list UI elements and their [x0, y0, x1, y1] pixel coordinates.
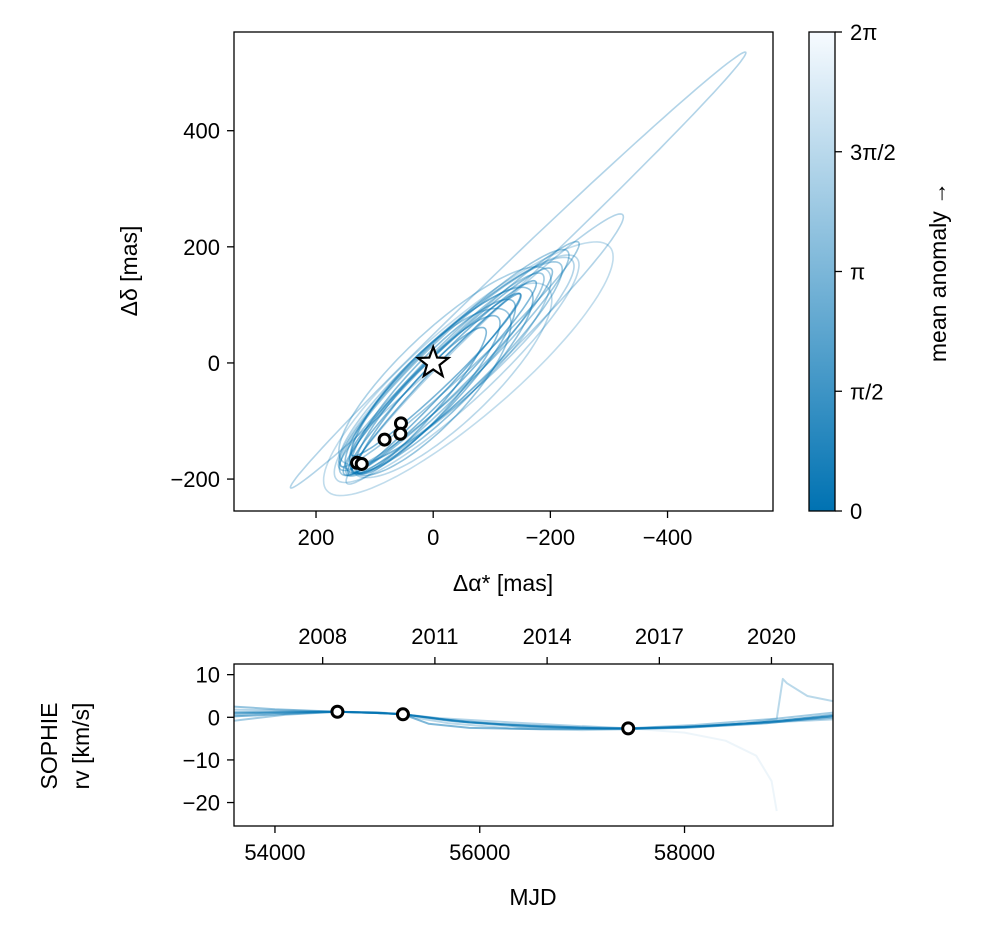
orbit-track-16	[355, 326, 488, 475]
rv-y-tick-label: 10	[196, 663, 220, 688]
colorbar-tick-label: π/2	[850, 379, 884, 404]
astrometry-x-label: Δα* [mas]	[453, 570, 553, 596]
rv-year-ticks: 2008 2011 2014 2017 2020	[298, 624, 796, 664]
orbit-track-7	[337, 248, 570, 472]
orbit-track-17	[349, 282, 553, 479]
astrometry-frame	[233, 31, 774, 512]
year-tick-label: 2014	[523, 624, 572, 649]
rv-y-ticks: −20 −10 0 10	[183, 663, 234, 816]
y-tick-label: 400	[183, 119, 220, 144]
rv-x-tick-label: 58000	[654, 840, 715, 865]
colorbar-ticks: 0 π/2 π 3π/2 2π	[835, 20, 896, 524]
rv-x-label: MJD	[509, 884, 556, 910]
orbit-track-8	[350, 298, 517, 474]
rv-point-1	[395, 707, 410, 722]
rv-x-tick-label: 56000	[449, 840, 510, 865]
rv-x-ticks: 54000 56000 58000	[244, 826, 715, 865]
astrometry-point-2	[377, 432, 392, 447]
colorbar-gradient	[809, 32, 835, 511]
orbit-tracks	[289, 51, 747, 497]
colorbar-tick-label: 2π	[850, 20, 877, 45]
colorbar-label: mean anomaly →	[925, 182, 951, 362]
rv-y-label-line1: SOPHIE	[36, 703, 62, 790]
year-tick-label: 2020	[747, 624, 796, 649]
rv-point-2	[621, 721, 636, 736]
host-star-marker	[414, 343, 452, 379]
astrometry-y-label: Δδ [mas]	[116, 226, 142, 317]
y-tick-label: 200	[183, 235, 220, 260]
colorbar-tick-label: 3π/2	[850, 140, 896, 165]
rv-y-tick-label: −10	[183, 748, 220, 773]
astrometry-y-ticks: −200 0 200 400	[170, 119, 234, 492]
orbit-track-3	[333, 254, 580, 484]
orbit-track-1	[322, 241, 614, 497]
astrometry-x-ticks: 200 0 −200 −400	[298, 511, 693, 550]
orbit-track-18	[350, 292, 522, 457]
rv-y-tick-label: −20	[183, 791, 220, 816]
orbit-track-12	[339, 240, 581, 468]
rv-frame	[233, 663, 834, 827]
x-tick-label: 200	[298, 525, 335, 550]
rv-curve-7	[234, 710, 833, 730]
orbit-track-11	[346, 279, 538, 476]
orbit-track-4	[344, 272, 545, 477]
orbit-track-0	[289, 51, 747, 489]
rv-y-label-line2: rv [km/s]	[68, 703, 94, 790]
colorbar: 0 π/2 π 3π/2 2π mean anomaly →	[808, 20, 951, 524]
year-tick-label: 2008	[298, 624, 347, 649]
rv-point-0	[330, 704, 345, 719]
orbit-track-19	[338, 256, 575, 470]
x-tick-label: −400	[643, 525, 693, 550]
astrometry-point-1	[354, 456, 369, 471]
astrometry-points	[350, 343, 452, 471]
x-tick-label: −200	[526, 525, 576, 550]
rv-x-tick-label: 54000	[244, 840, 305, 865]
year-tick-label: 2011	[411, 624, 458, 649]
rv-y-tick-label: 0	[208, 705, 220, 730]
colorbar-tick-label: π	[850, 260, 865, 285]
orbit-track-14	[338, 266, 552, 466]
orbit-track-6	[344, 286, 534, 475]
year-tick-label: 2017	[635, 624, 684, 649]
colorbar-tick-label: 0	[850, 499, 862, 524]
astrometry-panel: 200 0 −200 −400 −200 0 200 400 Δα* [mas] Δδ [m…	[116, 31, 774, 596]
astrometry-point-4	[393, 426, 408, 441]
orbit-track-2	[345, 213, 625, 485]
orbit-track-5	[338, 260, 563, 477]
y-tick-label: −200	[170, 467, 220, 492]
orbit-track-9	[342, 267, 554, 477]
x-tick-label: 0	[427, 525, 439, 550]
y-tick-label: 0	[208, 351, 220, 376]
rv-points	[330, 704, 636, 736]
